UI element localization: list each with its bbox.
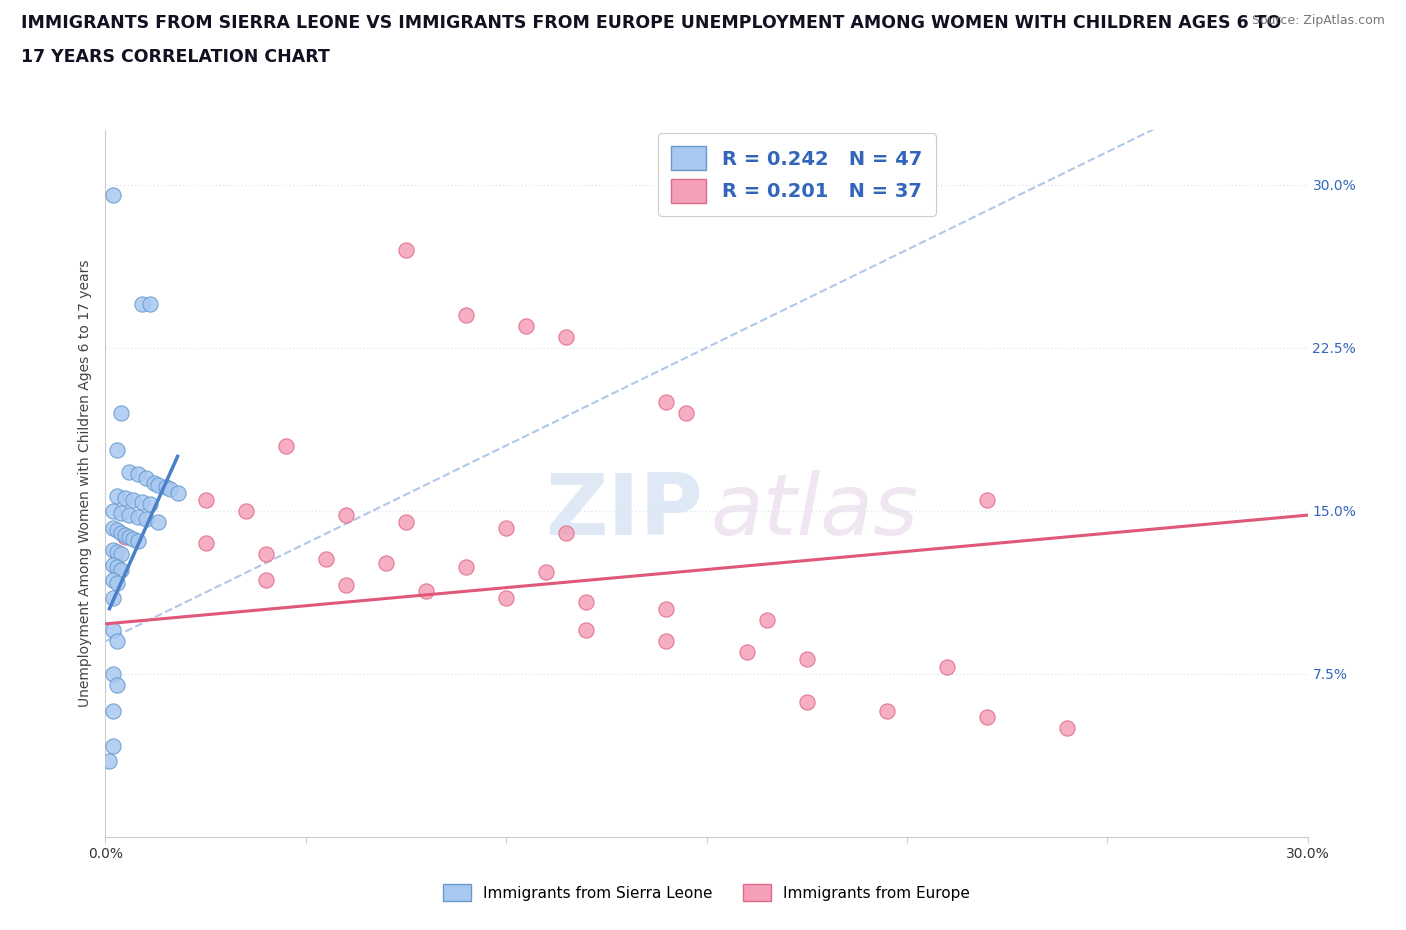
Point xyxy=(107,523,129,538)
Point xyxy=(122,532,145,547)
Text: atlas: atlas xyxy=(710,471,918,553)
Point xyxy=(114,490,136,505)
Point xyxy=(103,558,125,573)
Point xyxy=(107,677,129,692)
Point xyxy=(166,486,188,501)
Point xyxy=(146,477,169,492)
Point xyxy=(131,495,153,510)
Point xyxy=(976,710,998,724)
Text: ZIP: ZIP xyxy=(546,471,703,553)
Point xyxy=(114,527,136,542)
Point xyxy=(495,591,517,605)
Point xyxy=(114,529,136,544)
Point xyxy=(103,623,125,638)
Y-axis label: Unemployment Among Women with Children Ages 6 to 17 years: Unemployment Among Women with Children A… xyxy=(79,259,93,708)
Point xyxy=(555,525,578,540)
Point xyxy=(122,493,145,508)
Point xyxy=(103,521,125,536)
Point xyxy=(138,497,160,512)
Point xyxy=(655,601,678,616)
Point xyxy=(103,738,125,753)
Point xyxy=(103,542,125,557)
Point xyxy=(254,547,277,562)
Point xyxy=(118,464,141,479)
Point xyxy=(110,562,132,577)
Point xyxy=(555,329,578,344)
Point xyxy=(194,493,217,508)
Point xyxy=(755,612,778,627)
Legend: Immigrants from Sierra Leone, Immigrants from Europe: Immigrants from Sierra Leone, Immigrants… xyxy=(437,878,976,907)
Point xyxy=(575,623,598,638)
Point xyxy=(127,466,149,481)
Point xyxy=(142,475,165,490)
Point xyxy=(127,534,149,549)
Point xyxy=(107,575,129,590)
Point xyxy=(796,651,818,666)
Point xyxy=(131,297,153,312)
Point xyxy=(876,703,898,718)
Point xyxy=(735,644,758,659)
Point xyxy=(107,545,129,560)
Point xyxy=(575,594,598,609)
Point xyxy=(110,405,132,420)
Point xyxy=(976,493,998,508)
Point xyxy=(495,521,517,536)
Point xyxy=(110,547,132,562)
Point xyxy=(127,510,149,525)
Point xyxy=(107,443,129,458)
Point xyxy=(415,584,437,599)
Text: Source: ZipAtlas.com: Source: ZipAtlas.com xyxy=(1251,14,1385,27)
Point xyxy=(146,514,169,529)
Point xyxy=(274,438,297,453)
Point xyxy=(515,318,537,333)
Point xyxy=(194,536,217,551)
Point xyxy=(315,551,337,566)
Point xyxy=(796,695,818,710)
Point xyxy=(454,308,477,323)
Point xyxy=(135,512,157,527)
Point xyxy=(107,634,129,649)
Point xyxy=(107,560,129,575)
Text: IMMIGRANTS FROM SIERRA LEONE VS IMMIGRANTS FROM EUROPE UNEMPLOYMENT AMONG WOMEN : IMMIGRANTS FROM SIERRA LEONE VS IMMIGRAN… xyxy=(21,14,1281,32)
Point xyxy=(138,297,160,312)
Point xyxy=(235,503,257,518)
Point xyxy=(110,506,132,521)
Point xyxy=(454,560,477,575)
Text: 17 YEARS CORRELATION CHART: 17 YEARS CORRELATION CHART xyxy=(21,48,330,66)
Point xyxy=(103,667,125,682)
Point xyxy=(103,503,125,518)
Point xyxy=(110,525,132,540)
Point xyxy=(103,188,125,203)
Point xyxy=(107,488,129,503)
Point xyxy=(675,405,697,420)
Point xyxy=(335,508,357,523)
Point xyxy=(98,753,121,768)
Point xyxy=(335,578,357,592)
Point xyxy=(103,573,125,588)
Point xyxy=(374,555,398,570)
Point xyxy=(118,529,141,544)
Point xyxy=(155,480,177,495)
Point xyxy=(254,573,277,588)
Point xyxy=(655,634,678,649)
Point xyxy=(135,471,157,485)
Point xyxy=(936,660,959,675)
Point xyxy=(534,565,557,579)
Point xyxy=(1056,721,1078,736)
Point xyxy=(655,394,678,409)
Point xyxy=(395,514,418,529)
Point xyxy=(159,482,181,497)
Point xyxy=(395,243,418,258)
Point xyxy=(118,508,141,523)
Point xyxy=(103,703,125,718)
Point xyxy=(103,591,125,605)
